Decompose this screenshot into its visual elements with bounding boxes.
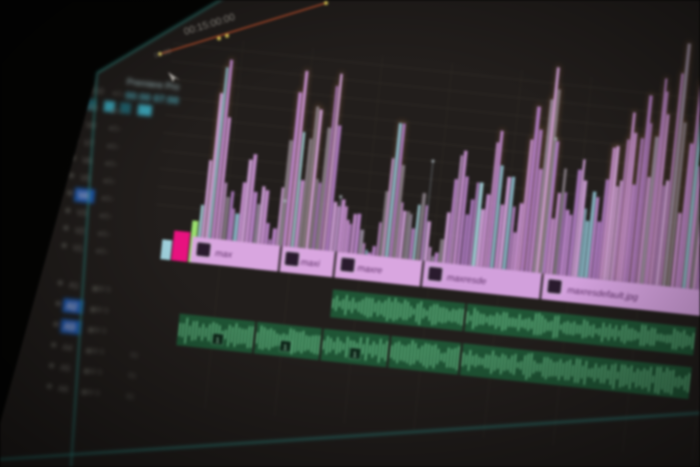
svg-text:V4: V4 — [78, 191, 89, 201]
svg-text:A5: A5 — [60, 364, 71, 374]
svg-text:max: max — [215, 248, 233, 260]
svg-text:●S○: ●S○ — [108, 125, 122, 133]
svg-text:V2: V2 — [74, 226, 85, 236]
svg-text:●S○: ●S○ — [99, 213, 113, 221]
svg-text:S1: S1 — [125, 393, 134, 401]
svg-text:●S○: ●S○ — [110, 108, 124, 116]
svg-text:●S○: ●S○ — [95, 248, 109, 256]
svg-text:●S○: ●S○ — [106, 143, 120, 151]
svg-text:●S○: ●S○ — [105, 160, 119, 168]
svg-text:A2: A2 — [66, 301, 77, 311]
svg-text:V3: V3 — [76, 208, 87, 218]
svg-text:A4: A4 — [62, 343, 73, 353]
svg-text:●S○: ●S○ — [112, 90, 126, 98]
svg-text:maxi: maxi — [300, 257, 321, 269]
svg-text:●S○: ●S○ — [97, 230, 111, 238]
svg-text:●S○: ●S○ — [101, 195, 115, 203]
svg-text:S1: S1 — [127, 373, 136, 381]
svg-text:●S○: ●S○ — [103, 178, 117, 186]
svg-text:V1: V1 — [72, 243, 83, 253]
svg-text:V8: V8 — [85, 121, 96, 131]
svg-text:V10: V10 — [89, 86, 105, 96]
svg-text:S1: S1 — [130, 352, 139, 360]
svg-text:A1: A1 — [69, 281, 80, 291]
svg-text:A3: A3 — [64, 322, 75, 332]
svg-text:A6: A6 — [58, 384, 69, 394]
svg-text:V9: V9 — [87, 103, 98, 113]
